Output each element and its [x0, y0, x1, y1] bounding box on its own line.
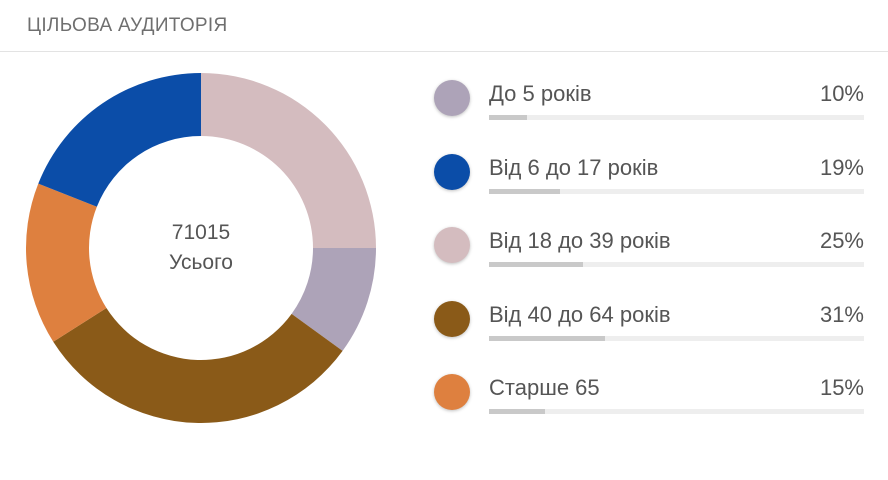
legend-label: Від 18 до 39 років — [489, 228, 671, 253]
header-bar: ЦІЛЬОВА АУДИТОРІЯ — [0, 0, 888, 52]
legend-swatch — [434, 374, 470, 410]
donut-slice[interactable] — [291, 248, 376, 351]
legend-swatch — [434, 227, 470, 263]
legend-swatch — [434, 153, 470, 190]
legend-percent: 19% — [819, 154, 864, 180]
donut-chart — [26, 73, 376, 423]
donut-slice[interactable] — [53, 308, 343, 423]
legend-item[interactable]: Від 6 до 17 років 19% — [432, 146, 864, 220]
legend-progress-track — [489, 262, 864, 267]
legend-progress-track — [489, 188, 864, 194]
donut-slice[interactable] — [26, 183, 107, 342]
legend-progress-fill — [489, 115, 527, 120]
legend-label: Від 6 до 17 років — [489, 154, 659, 180]
legend-progress-fill — [489, 262, 583, 267]
legend-progress-track — [489, 409, 864, 414]
legend-percent: 25% — [819, 228, 864, 253]
legend-label: Від 40 до 64 років — [489, 301, 671, 327]
page-title: ЦІЛЬОВА АУДИТОРІЯ — [27, 15, 228, 36]
legend-swatch — [434, 300, 470, 337]
legend-progress-fill — [489, 335, 606, 341]
legend-label: Старше 65 — [489, 375, 600, 400]
legend-percent: 10% — [819, 81, 864, 106]
legend-percent: 15% — [819, 375, 864, 400]
legend-progress-fill — [489, 188, 561, 194]
legend-item[interactable]: Від 18 до 39 років 25% — [432, 219, 864, 293]
legend-progress-fill — [489, 409, 546, 414]
legend-item[interactable]: До 5 років 10% — [432, 72, 864, 146]
donut-slice[interactable] — [201, 73, 376, 248]
legend-item[interactable]: Старше 65 15% — [432, 366, 864, 440]
legend-swatch — [434, 80, 470, 116]
donut-slice[interactable] — [38, 73, 201, 207]
legend: До 5 років 10% Від 6 до 17 років 19% Від… — [432, 72, 864, 440]
legend-label: До 5 років — [489, 81, 592, 106]
legend-progress-track — [489, 335, 864, 341]
legend-percent: 31% — [819, 301, 864, 327]
legend-item[interactable]: Від 40 до 64 років 31% — [432, 293, 864, 367]
legend-progress-track — [489, 115, 864, 120]
